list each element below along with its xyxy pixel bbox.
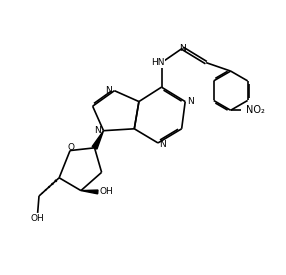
Text: N: N [160,140,166,149]
Text: N: N [187,97,194,106]
Text: N: N [179,44,186,53]
Text: NO₂: NO₂ [246,105,265,115]
Polygon shape [92,131,104,149]
Text: OH: OH [31,214,45,223]
Text: HN: HN [151,58,164,67]
Text: N: N [106,86,112,95]
Text: OH: OH [100,188,113,196]
Text: O: O [68,143,75,152]
Text: N: N [94,126,101,135]
Polygon shape [81,190,98,194]
